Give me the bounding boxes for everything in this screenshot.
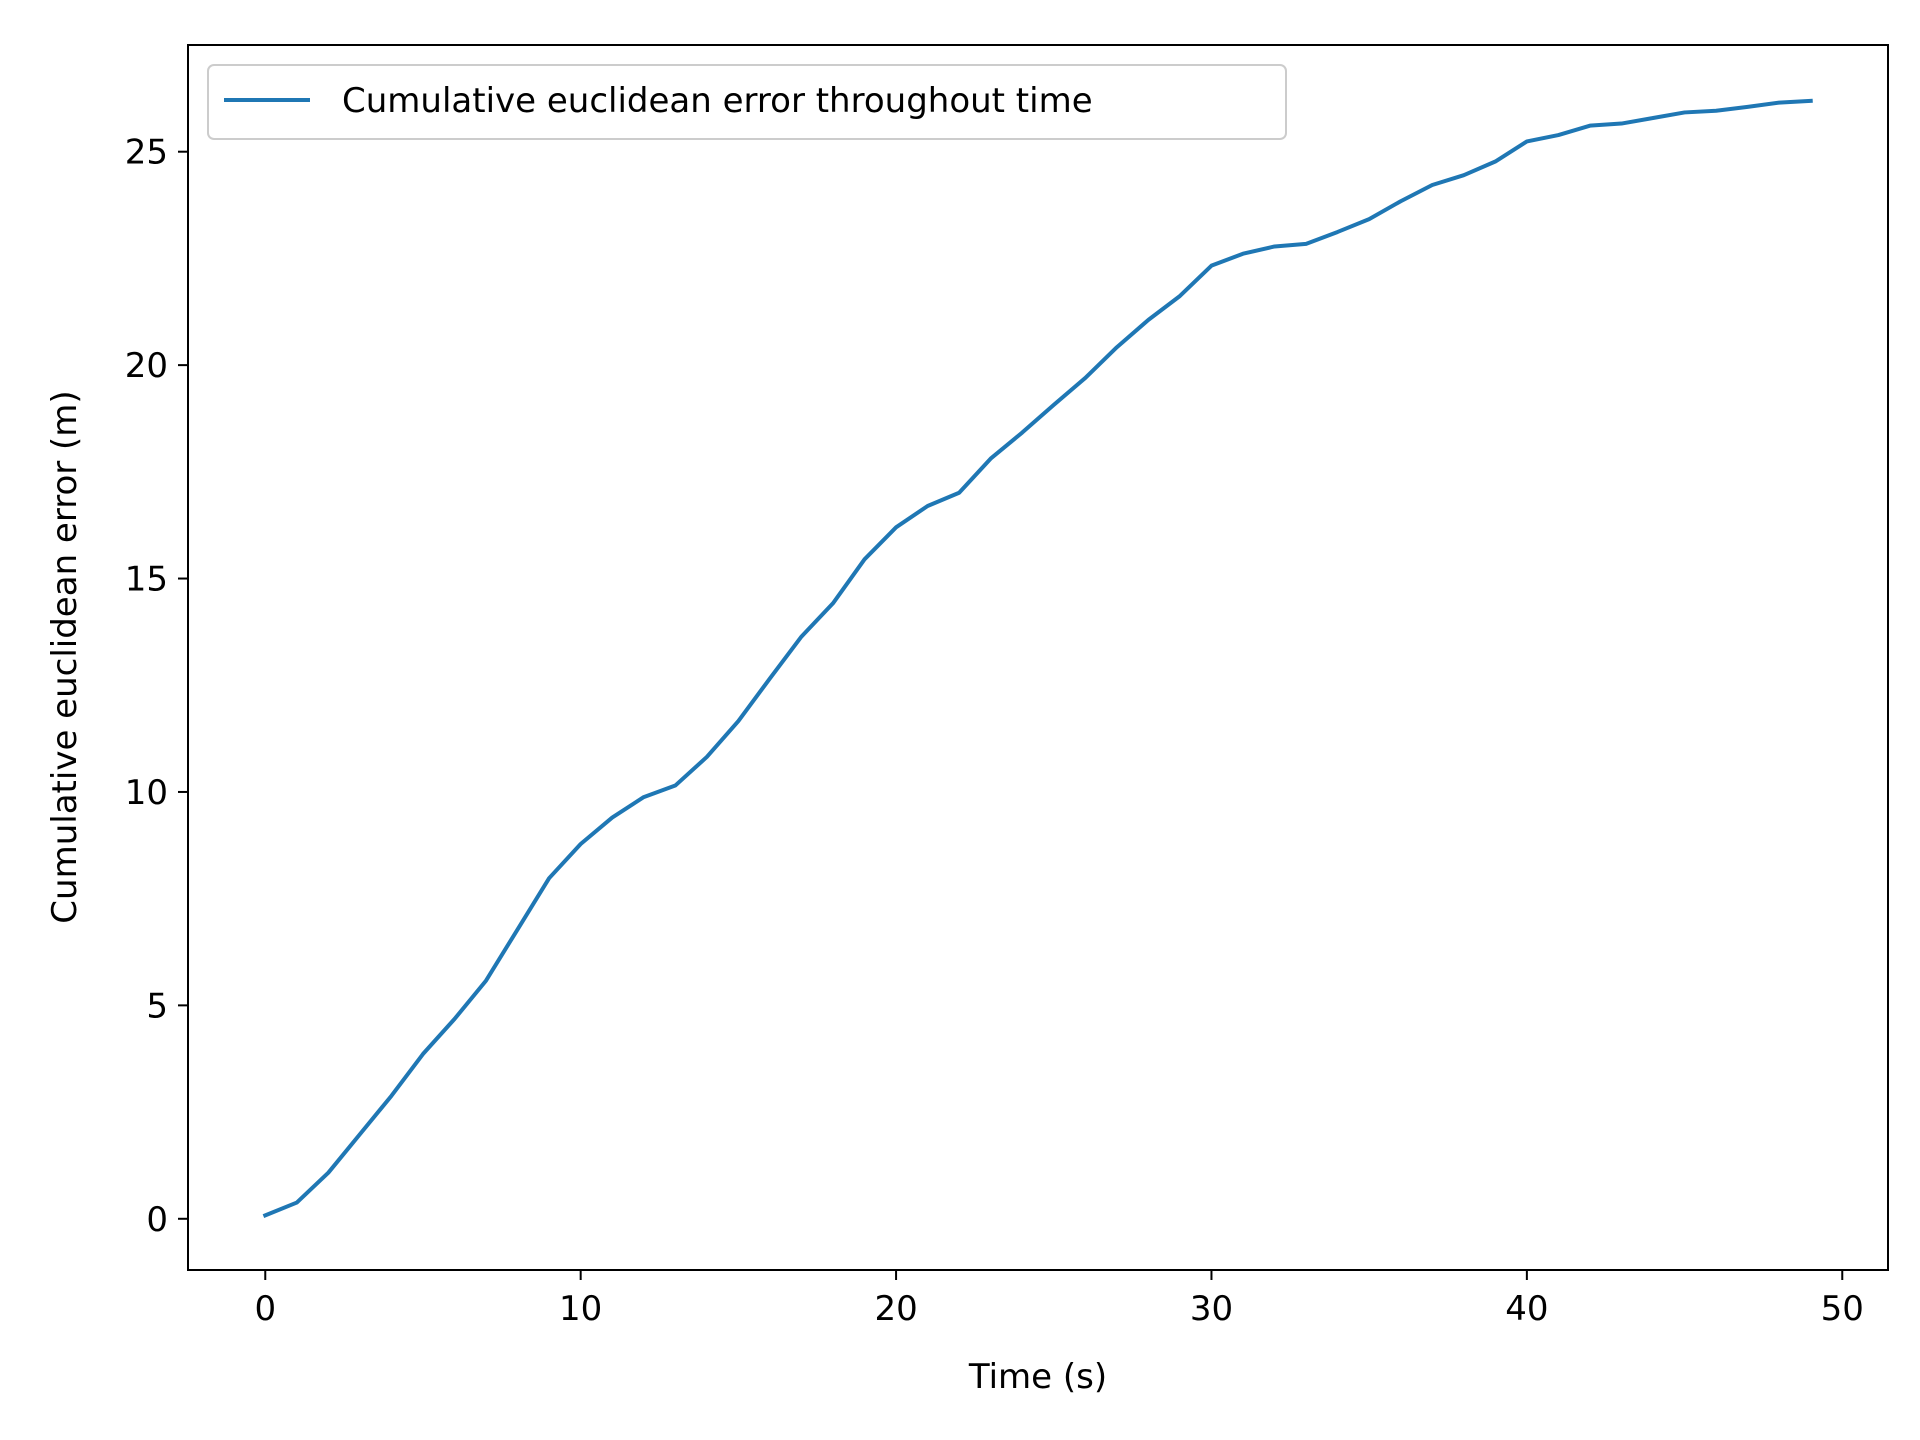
y-tick-label: 5 — [146, 986, 168, 1026]
series-group — [262, 98, 1813, 1218]
x-tick-label: 10 — [559, 1289, 602, 1329]
x-tick-label: 0 — [254, 1289, 276, 1329]
y-tick-label: 15 — [125, 560, 168, 600]
x-tick-label: 40 — [1505, 1289, 1548, 1329]
legend-box — [207, 64, 1287, 140]
x-axis-label: Time (s) — [968, 1357, 1107, 1397]
plot-frame — [187, 44, 1889, 1271]
series-line — [262, 98, 1813, 1218]
x-tick-label: 50 — [1821, 1289, 1864, 1329]
y-axis-label: Cumulative euclidean error (m) — [45, 390, 85, 923]
x-tick-label: 20 — [874, 1289, 917, 1329]
plot-area — [188, 45, 1888, 1270]
axis-ticks: 0 10 20 30 40 50 0 5 10 15 20 25 — [125, 133, 1864, 1329]
x-tick-label: 30 — [1190, 1289, 1233, 1329]
legend: Cumulative euclidean error throughout ti… — [207, 64, 1287, 140]
y-tick-label: 20 — [125, 346, 168, 386]
legend-label: Cumulative euclidean error throughout ti… — [342, 81, 1093, 121]
y-tick-label: 25 — [125, 133, 168, 173]
y-tick-label: 0 — [146, 1200, 168, 1240]
y-tick-label: 10 — [125, 773, 168, 813]
